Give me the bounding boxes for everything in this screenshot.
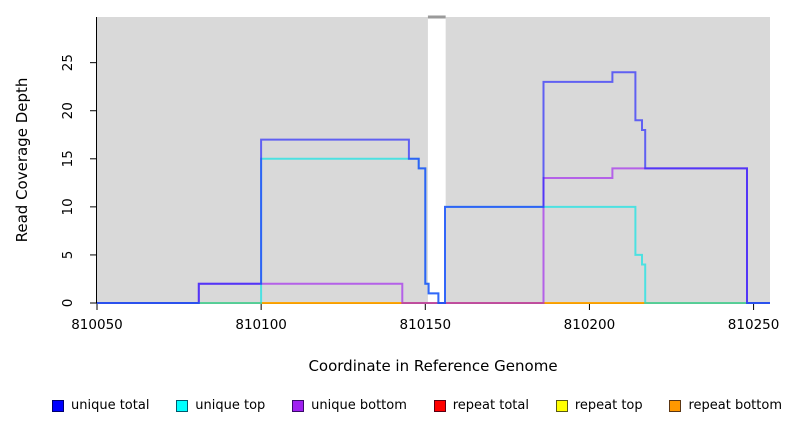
legend-label: repeat bottom <box>688 398 782 413</box>
legend-item-repeat-top: repeat top <box>555 398 643 413</box>
legend-swatch-repeat-total-icon <box>433 399 446 412</box>
legend-label: repeat total <box>452 398 529 413</box>
y-tick-label: 0 <box>60 299 76 308</box>
y-tick-label: 5 <box>60 251 76 260</box>
x-tick-label: 810150 <box>400 317 452 333</box>
y-tick-label: 10 <box>60 198 76 215</box>
x-tick-label: 810050 <box>71 317 123 333</box>
legend-swatch-unique-top-icon <box>176 399 189 412</box>
legend-item-unique-total: unique total <box>52 398 149 413</box>
legend-item-unique-bottom: unique bottom <box>292 398 407 413</box>
legend-label: unique top <box>195 398 266 413</box>
legend-swatch-unique-total-icon <box>52 399 64 412</box>
y-tick-label: 15 <box>60 150 76 167</box>
legend: unique total unique top unique bottom repea… <box>0 398 792 413</box>
x-axis-label: Coordinate in Reference Genome <box>308 357 557 375</box>
series-path-unique-total <box>97 71 770 304</box>
legend-item-repeat-bottom: repeat bottom <box>669 398 782 413</box>
x-tick-label: 810100 <box>235 317 287 333</box>
x-tick-label: 810200 <box>564 317 616 333</box>
legend-swatch-repeat-top-icon <box>555 399 568 412</box>
y-tick-label: 25 <box>60 54 76 71</box>
legend-swatch-unique-bottom-icon <box>292 399 305 412</box>
gap-band <box>427 17 446 303</box>
gap-band-cap <box>427 15 446 19</box>
x-tick-label: 810250 <box>728 317 780 333</box>
legend-label: repeat top <box>574 398 643 413</box>
y-tick-label: 20 <box>60 102 76 119</box>
coverage-chart: 810050 810100 810150 810200 810250 0 5 10 15 20 25… <box>13 15 780 375</box>
legend-label: unique bottom <box>311 398 407 413</box>
y-axis-label: Read Coverage Depth <box>13 78 31 243</box>
legend-swatch-repeat-bottom-icon <box>669 399 682 412</box>
legend-label: unique total <box>71 398 150 413</box>
legend-item-unique-top: unique top <box>176 398 265 413</box>
legend-item-repeat-total: repeat total <box>433 398 529 413</box>
